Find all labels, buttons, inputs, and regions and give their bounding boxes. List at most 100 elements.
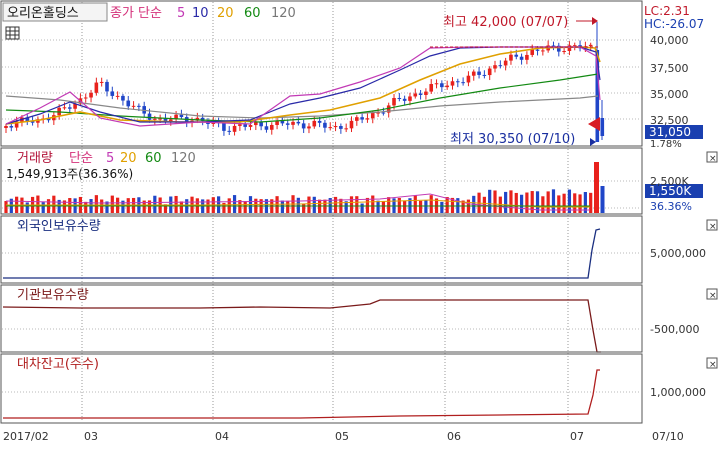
volume-ma-120[interactable]: 120 (171, 151, 196, 166)
candle-body (291, 121, 295, 125)
volume-bar (445, 197, 449, 213)
volume-title: 거래량 (17, 151, 53, 166)
lc-readout: LC:2.31 (644, 4, 690, 18)
candle-body (89, 92, 93, 98)
candle-body (121, 95, 125, 101)
candle-body (238, 124, 242, 126)
candle-body (588, 44, 593, 47)
price-ma-10[interactable]: 10 (192, 6, 209, 21)
volume-bar (589, 192, 593, 213)
volume-bar (376, 200, 380, 213)
stock-name-box[interactable] (2, 2, 108, 22)
hc-readout: HC:-26.07 (644, 17, 704, 31)
candle-body (530, 49, 535, 55)
volume-bar (583, 192, 587, 213)
candle-body (445, 85, 449, 88)
volume-bar (41, 202, 45, 213)
candle-body (397, 97, 402, 99)
volume-bar (360, 203, 364, 213)
candle-body (222, 123, 226, 131)
candle-body (67, 107, 72, 109)
candle-body (466, 75, 471, 83)
volume-ma-label: 단순 (69, 151, 93, 166)
volume-ma-20-line (6, 199, 590, 208)
volume-bar (488, 189, 492, 213)
volume-bar (312, 196, 316, 213)
volume-bar (25, 202, 29, 213)
volume-bar (302, 203, 306, 213)
volume-bar (525, 192, 529, 213)
price-ma-label: 종가 단순 (110, 6, 162, 21)
candle-body (349, 120, 354, 129)
candle-body (493, 65, 497, 69)
candle-body (62, 107, 67, 109)
candle-body (541, 50, 545, 52)
volume-ma-5[interactable]: 5 (106, 151, 114, 166)
volume-close-icon[interactable]: × (706, 151, 718, 164)
candle-body (153, 118, 157, 120)
candle-body (179, 114, 184, 118)
foreign-close-icon[interactable]: × (706, 219, 718, 232)
candle-body (323, 122, 327, 128)
candle-body (572, 45, 577, 47)
candle-body (30, 121, 35, 123)
volume-bar (62, 200, 67, 213)
candle-body (381, 112, 386, 114)
candle-body (264, 126, 269, 130)
candle-body (269, 124, 274, 130)
volume-ma-60[interactable]: 60 (145, 151, 162, 166)
volume-ma-20[interactable]: 20 (120, 151, 137, 166)
candle-body (450, 81, 455, 86)
volume-bar (110, 195, 114, 213)
current-price-tag (645, 125, 703, 139)
volume-bar (365, 197, 370, 213)
candle-body (413, 93, 418, 97)
svg-text:×: × (709, 222, 717, 232)
candle-body (514, 54, 519, 57)
price-ma-120[interactable]: 120 (271, 6, 296, 21)
candle-body (296, 121, 301, 124)
candle-body (471, 71, 476, 76)
table-icon[interactable] (5, 26, 20, 40)
volume-bar (504, 191, 508, 213)
lending-close-icon[interactable]: × (706, 357, 718, 370)
candle-body (386, 105, 391, 113)
volume-bar (573, 193, 577, 213)
institution-close-icon[interactable]: × (706, 288, 718, 301)
volume-bar (4, 201, 8, 213)
volume-bar (541, 196, 545, 213)
candle-body (137, 105, 141, 107)
volume-bar (461, 200, 465, 213)
volume-bar (594, 162, 599, 213)
candle-body (434, 83, 439, 85)
candle-body (429, 84, 434, 92)
volume-bar (296, 197, 300, 213)
price-ma-60[interactable]: 60 (244, 6, 261, 21)
candle-body (519, 56, 524, 60)
volume-bar (238, 200, 242, 213)
svg-text:×: × (709, 291, 717, 301)
institution-holdings-line (2, 299, 601, 353)
candle-body (195, 117, 200, 121)
volume-bar (52, 195, 56, 213)
candle-body (392, 97, 396, 106)
price-tick-label: 37,500 (650, 62, 689, 75)
candle-body (307, 126, 311, 129)
candle-body (227, 130, 232, 132)
candle-body (163, 118, 168, 122)
candle-body (275, 120, 279, 125)
price-ma-5[interactable]: 5 (177, 6, 185, 21)
candle-body (25, 117, 30, 122)
price-ma-20[interactable]: 20 (217, 6, 234, 21)
candle-body (402, 98, 407, 101)
candle-body (525, 54, 529, 60)
volume-bar (222, 202, 226, 213)
price-panel-frame (0, 0, 643, 147)
high-annotation: 최고 42,000 (07/07) (443, 15, 568, 30)
candle-body (312, 120, 317, 127)
volume-bar (381, 201, 385, 213)
volume-bar (94, 195, 98, 213)
